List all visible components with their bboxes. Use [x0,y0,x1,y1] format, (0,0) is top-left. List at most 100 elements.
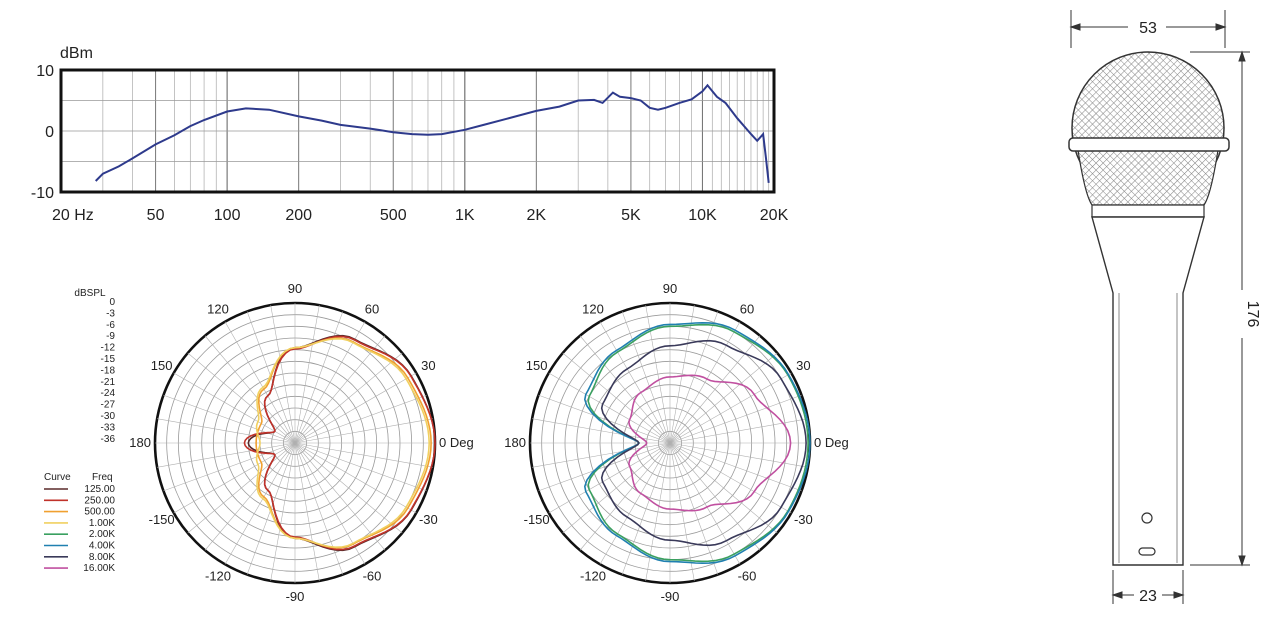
frequency-response-chart: dBm 100-10 20 Hz 50 100 200 500 1K 2K 5K 10K 20K [31,45,789,224]
polar-r-tick-label: -24 [101,388,116,399]
polar-angle-label: -120 [580,568,606,583]
polar-spoke [294,442,427,492]
polar-r-tick-label: -27 [101,400,116,411]
grille-lower [1077,149,1219,206]
polar-r-tick-label: -36 [101,434,116,445]
polar-spoke [157,442,296,468]
fr-y-tick-label: 10 [36,63,54,80]
polar-spoke [669,442,792,514]
polar-spoke [294,442,344,575]
polar-spoke [294,311,344,444]
fr-x-tick-label: 500 [380,207,407,224]
legend-freq-label: 16.00K [83,563,115,574]
microphone-dimension-drawing: 53 176 23 [1068,10,1261,605]
polar-r-tick-label: -15 [101,354,116,365]
polar-spoke [294,442,403,534]
polar-spoke [669,418,808,444]
polar-r-tick-labels: 0-3-6-9-12-15-18-21-24-27-30-33-36 [101,297,116,445]
polar-spoke [645,305,671,444]
polar-angle-label: -60 [363,568,382,583]
polar-spoke [621,442,671,575]
polar-spoke [599,321,671,444]
polar-angle-label: -30 [419,512,438,527]
mic-body [1091,216,1205,566]
legend-header-curve: Curve [44,472,71,483]
polar-angle-label: 120 [207,302,229,317]
polar-angle-label: -90 [286,589,305,604]
polar-spoke [294,372,417,444]
fr-x-tick-label: 1K [455,207,475,224]
legend-freq-label: 4.00K [89,541,115,552]
polar-r-tick-label: -21 [101,377,116,388]
polar-angle-label: 150 [151,358,173,373]
polar-angle-label: 30 [796,358,810,373]
polar-angle-label: 180 [129,435,151,450]
length-dimension-label: 176 [1244,301,1261,328]
polar-r-tick-label: -30 [101,411,116,422]
polar-r-tick-label: -12 [101,343,116,354]
polar-spoke [538,394,671,444]
polar-angle-label: 60 [365,302,379,317]
polar-spoke [532,418,671,444]
polar-spoke [548,372,671,444]
fr-y-tick-label: -10 [31,185,54,202]
polar-spoke [187,442,296,534]
polar-spoke [270,442,296,581]
polar-r-tick-label: -3 [106,308,115,319]
polar-angle-label: 60 [740,302,754,317]
polar-angle-label: 30 [421,358,435,373]
fr-x-tick-label: 50 [147,207,165,224]
width-dimension-label: 53 [1139,20,1157,37]
polar-r-tick-label: -18 [101,365,116,376]
polar-spoke [669,442,802,492]
polar-spoke [579,335,671,444]
fr-x-tick-label: 20 Hz [52,207,94,224]
polar-spoke [645,442,671,581]
polar-spoke [669,442,741,565]
mic-collar [1091,204,1205,218]
polar-series-16.00K [628,374,792,512]
polar-spoke [669,321,741,444]
polar-angle-label: 150 [526,358,548,373]
fr-y-tick-label: 0 [45,124,54,141]
polar-spoke [294,418,433,444]
polar-spoke [294,305,320,444]
polar-r-tick-label: 0 [109,297,115,308]
legend-freq-label: 8.00K [89,552,115,563]
polar-series-8.00K [600,339,807,547]
fr-x-ticks: 20 Hz 50 100 200 500 1K 2K 5K 10K 20K [52,207,789,224]
legend-freq-label: 250.00 [84,495,115,506]
polar-spoke [294,394,427,444]
polar-spoke [599,442,671,565]
polar-angle-label: 90 [663,281,677,296]
fr-x-tick-label: 20K [760,207,789,224]
fr-gridlines [60,69,775,193]
fr-x-tick-label: 100 [214,207,241,224]
polar-spoke [669,311,719,444]
polar-angle-label: -30 [794,512,813,527]
polar-angle-label: 90 [288,281,302,296]
legend-freq-label: 500.00 [84,507,115,518]
polar-series-250.00 [243,335,436,551]
polar-spoke [548,442,671,514]
polar-r-tick-label: -9 [106,331,115,342]
polar-spoke [579,442,671,551]
polar-spoke [187,352,296,444]
handle-dimension-label: 23 [1139,588,1157,605]
polar-spoke [669,442,808,468]
polar-spoke [224,321,296,444]
legend-freq-label: 125.00 [84,484,115,495]
polar-r-tick-label: -33 [101,422,116,433]
polar-spoke [294,442,386,551]
polar-spoke [532,442,671,468]
polar-plot-low-freq: 90 60 30 0 Deg -30 -60 -90 -120 -150 180 150 120 [129,281,473,604]
fr-x-tick-label: 2K [527,207,547,224]
legend-freq-label: 1.00K [89,518,115,529]
polar-plot-high-freq: 90 60 30 0 Deg -30 -60 -90 -120 -150 180 150 120 [504,281,848,604]
polar-legend: dBSPL 0-3-6-9-12-15-18-21-24-27-30-33-36… [44,288,115,574]
fr-x-tick-label: 200 [285,207,312,224]
polar-spoke [562,442,671,534]
polar-spoke [157,418,296,444]
legend-entries: 125.00250.00500.001.00K2.00K4.00K8.00K16… [44,484,115,574]
polar-angle-label: 0 Deg [814,435,849,450]
